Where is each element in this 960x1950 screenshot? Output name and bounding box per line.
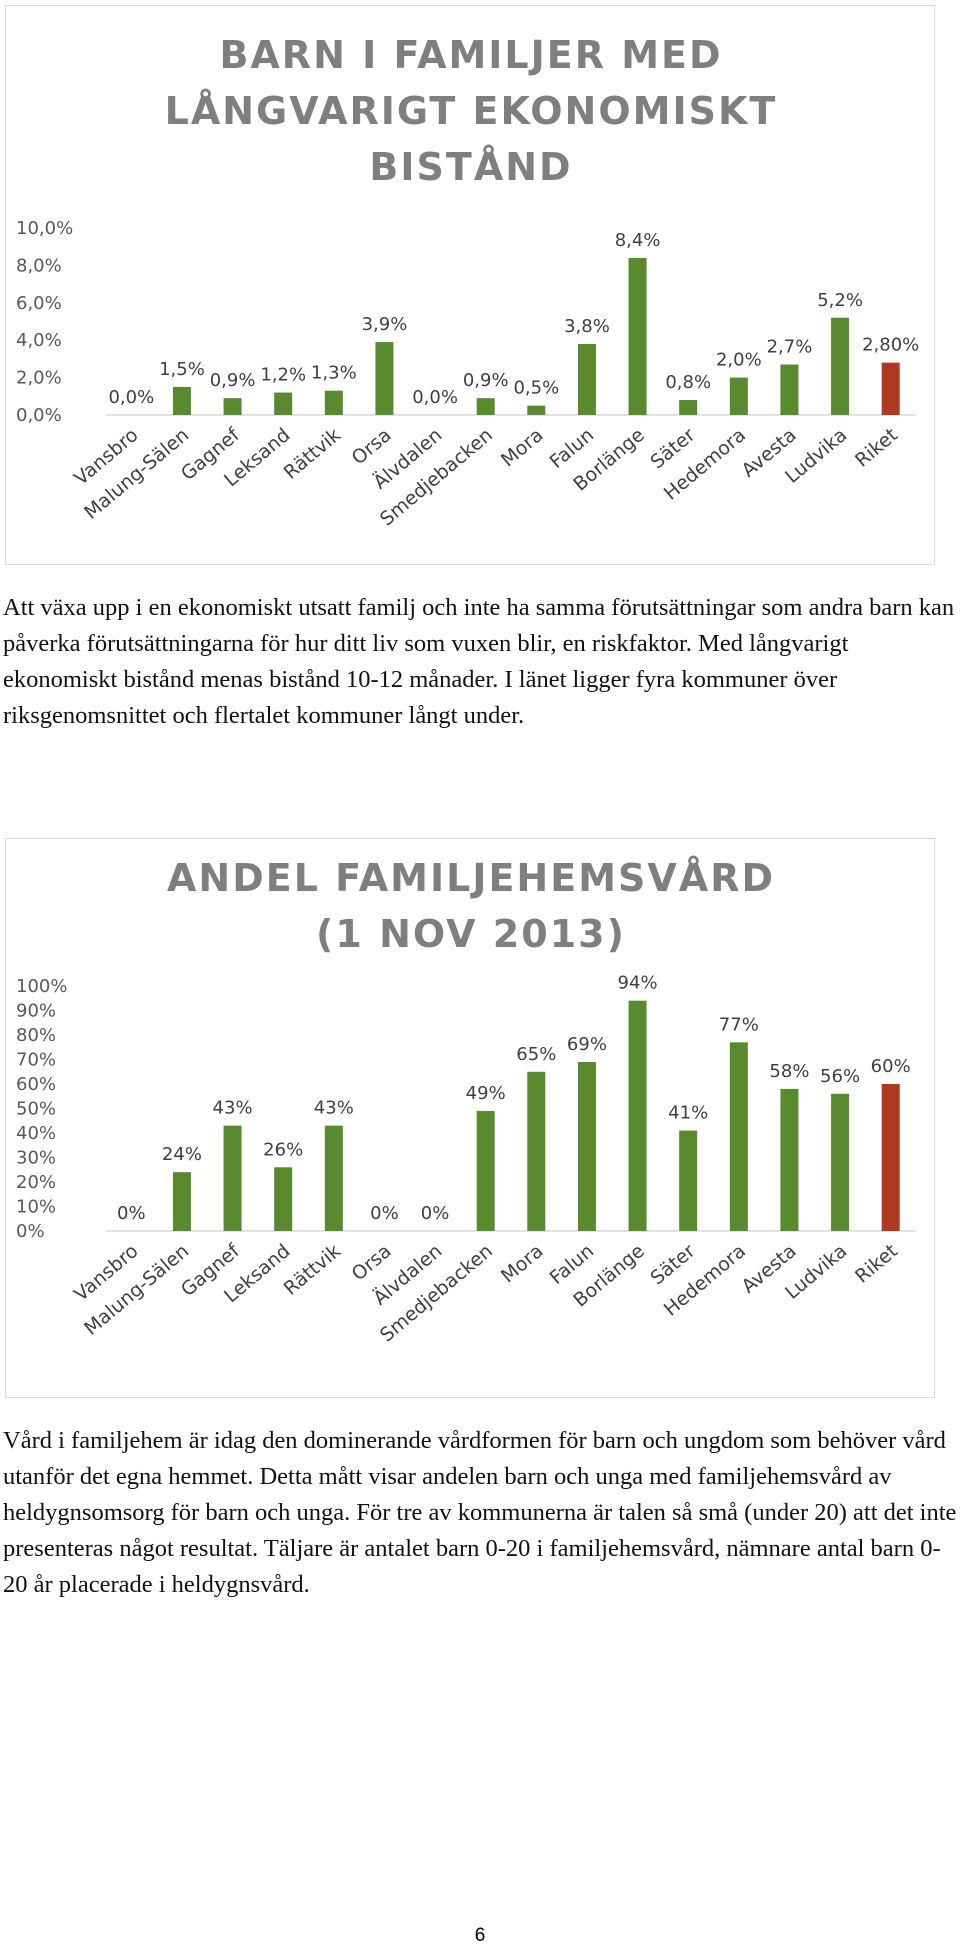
bar-riket (881, 1084, 900, 1231)
bar-smedjebacken (476, 398, 495, 415)
bar-malung-sälen (172, 386, 191, 415)
data-label: 60% (871, 1056, 911, 1077)
data-label: 65% (516, 1044, 556, 1065)
y-tick-label: 90% (16, 1001, 56, 1022)
category-label: Mora (497, 1240, 548, 1287)
y-tick-label: 6,0% (16, 293, 62, 314)
data-label: 58% (769, 1061, 809, 1082)
chart-economic-aid-svg: BARN I FAMILJER MED LÅNGVARIGT EKONOMISKT… (16, 33, 919, 530)
data-label: 0% (421, 1203, 450, 1224)
chart-title-line: BISTÅND (369, 145, 572, 189)
bar-rättvik (324, 390, 343, 415)
data-label: 69% (567, 1034, 607, 1055)
y-tick-label: 4,0% (16, 330, 62, 351)
paragraph-economic-aid: Att växa upp i en ekonomiskt utsatt fami… (3, 594, 955, 729)
y-tick-label: 20% (16, 1172, 56, 1193)
y-tick-label: 8,0% (16, 255, 62, 276)
data-label: 0% (117, 1203, 146, 1224)
bar-mora (527, 405, 546, 415)
category-label: Rättvik (280, 424, 345, 484)
bar-orsa (375, 342, 394, 415)
bar-borlänge (628, 257, 647, 415)
bar-hedemora (729, 377, 748, 415)
data-label: 0,0% (108, 387, 154, 408)
data-label: 3,8% (564, 316, 610, 337)
bar-säter (679, 1130, 698, 1231)
bar-smedjebacken (476, 1110, 495, 1231)
data-label: 2,80% (862, 335, 919, 356)
data-label: 0,9% (210, 370, 256, 391)
data-label: 94% (618, 973, 658, 994)
bar-leksand (274, 392, 293, 415)
data-label: 49% (466, 1083, 506, 1104)
chart-economic-aid: BARN I FAMILJER MED LÅNGVARIGT EKONOMISKT… (5, 5, 935, 565)
category-label: Mora (497, 424, 548, 471)
bar-borlänge (628, 1000, 647, 1231)
bar-falun (577, 343, 596, 415)
data-label: 3,9% (362, 314, 408, 335)
bar-ludvika (831, 1093, 850, 1231)
y-tick-label: 60% (16, 1074, 56, 1095)
bar-rättvik (324, 1125, 343, 1231)
bar-riket (881, 362, 900, 415)
bar-mora (527, 1071, 546, 1231)
y-tick-label: 30% (16, 1148, 56, 1169)
category-label: Riket (851, 424, 902, 472)
paragraph-foster-care: Vård i familjehem är idag den dominerand… (3, 1427, 957, 1598)
data-label: 26% (263, 1139, 303, 1160)
chart-title-line: ANDEL FAMILJEHEMSVÅRD (167, 856, 775, 900)
bar-leksand (274, 1167, 293, 1231)
chart-foster-care-svg: ANDEL FAMILJEHEMSVÅRD (1 NOV 2013) 0% 10% 20… (16, 856, 916, 1346)
data-label: 1,5% (159, 359, 205, 380)
data-label: 0,0% (412, 387, 458, 408)
chart-title-line: LÅNGVARIGT EKONOMISKT (165, 89, 778, 133)
y-tick-label: 40% (16, 1123, 56, 1144)
data-label: 56% (820, 1066, 860, 1087)
bar-avesta (780, 364, 799, 415)
data-label: 1,2% (260, 365, 306, 386)
y-tick-label: 80% (16, 1025, 56, 1046)
data-label: 77% (719, 1014, 759, 1035)
y-tick-label: 50% (16, 1099, 56, 1120)
y-tick-label: 10% (16, 1197, 56, 1218)
y-tick-label: 10,0% (16, 218, 73, 239)
data-label: 24% (162, 1144, 202, 1165)
y-tick-label: 2,0% (16, 368, 62, 389)
data-label: 0,9% (463, 370, 509, 391)
data-label: 5,2% (817, 290, 863, 311)
chart-title-line: BARN I FAMILJER MED (219, 33, 722, 77)
page-number: 6 (474, 1925, 486, 1946)
bar-falun (577, 1061, 596, 1231)
data-label: 0,8% (665, 372, 711, 393)
data-label: 43% (213, 1098, 253, 1119)
y-tick-label: 0,0% (16, 405, 62, 426)
category-label: Rättvik (280, 1240, 345, 1300)
bar-säter (679, 400, 698, 415)
bar-gagnef (223, 398, 242, 415)
bar-ludvika (831, 317, 850, 415)
chart-title-line: (1 NOV 2013) (316, 912, 626, 956)
y-tick-label: 100% (16, 976, 67, 997)
bar-malung-sälen (172, 1172, 191, 1231)
data-label: 0% (370, 1203, 399, 1224)
data-label: 2,7% (767, 337, 813, 358)
bar-hedemora (729, 1042, 748, 1231)
data-label: 2,0% (716, 350, 762, 371)
y-tick-label: 70% (16, 1050, 56, 1071)
bar-gagnef (223, 1125, 242, 1231)
data-label: 41% (668, 1103, 708, 1124)
bar-avesta (780, 1088, 799, 1231)
data-label: 1,3% (311, 363, 357, 384)
data-label: 43% (314, 1098, 354, 1119)
data-label: 8,4% (615, 230, 661, 251)
data-label: 0,5% (513, 378, 559, 399)
y-tick-label: 0% (16, 1221, 45, 1242)
chart-foster-care: ANDEL FAMILJEHEMSVÅRD (1 NOV 2013) 0% 10% 20… (5, 838, 935, 1398)
category-label: Riket (851, 1240, 902, 1288)
